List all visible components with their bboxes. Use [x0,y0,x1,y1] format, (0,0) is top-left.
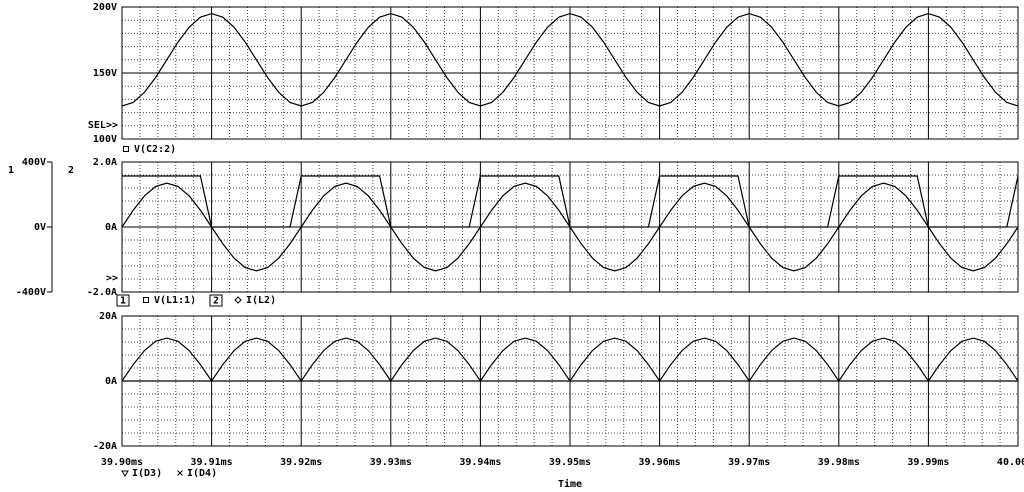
x-tick-label: 39.92ms [280,457,322,468]
y2-tick-label: 0V [34,222,46,233]
x-tick-label: 39.93ms [370,457,412,468]
y-axis-id: 2 [68,165,74,176]
x-tick-label: 40.00ms [997,457,1024,468]
y-tick-label: 150V [93,68,117,79]
legend-symbol [143,297,149,303]
legend-label: I(D3) [132,468,162,479]
y2-tick-label: -400V [16,287,46,298]
y-tick-label: 200V [93,2,117,13]
y-tick-label: -20A [93,441,117,452]
x-axis-label: Time [558,478,582,490]
legend-axis-id: 1 [120,296,126,307]
legend-label: I(L2) [246,295,276,306]
x-tick-label: 39.96ms [639,457,681,468]
legend-symbol [234,296,242,304]
y-tick-label: 2.0A [93,157,117,168]
y-tick-label: 100V [93,134,117,145]
legend-axis-id: 2 [213,296,219,307]
x-tick-label: 39.98ms [818,457,860,468]
legend-symbol [177,470,183,476]
y2-axis-id: 1 [8,165,14,176]
y-tick-label: -2.0A [87,287,117,298]
y2-tick-label: 400V [22,157,46,168]
trace [121,12,1019,107]
trace [121,182,1019,272]
x-tick-label: 39.95ms [549,457,591,468]
x-tick-label: 39.90ms [101,457,143,468]
legend-label: V(L1:1) [154,295,196,306]
x-tick-label: 39.91ms [191,457,233,468]
axis-id-box [116,294,130,307]
plot-frame [121,6,1019,140]
x-tick-label: 39.99ms [907,457,949,468]
axis-id-box [209,294,223,307]
x-tick-label: 39.94ms [459,457,501,468]
selection-marker: SEL>> [88,120,118,131]
legend-symbol [121,470,129,477]
y-tick-label: 0A [105,376,117,387]
y-tick-label: 20A [99,311,117,322]
selection-marker: >> [106,273,118,284]
y-tick-label: 0A [105,222,117,233]
x-tick-label: 39.97ms [728,457,770,468]
trace [122,337,1019,382]
legend-label: V(C2:2) [134,144,176,155]
legend-label: I(D4) [187,468,217,479]
legend-symbol [123,146,129,152]
